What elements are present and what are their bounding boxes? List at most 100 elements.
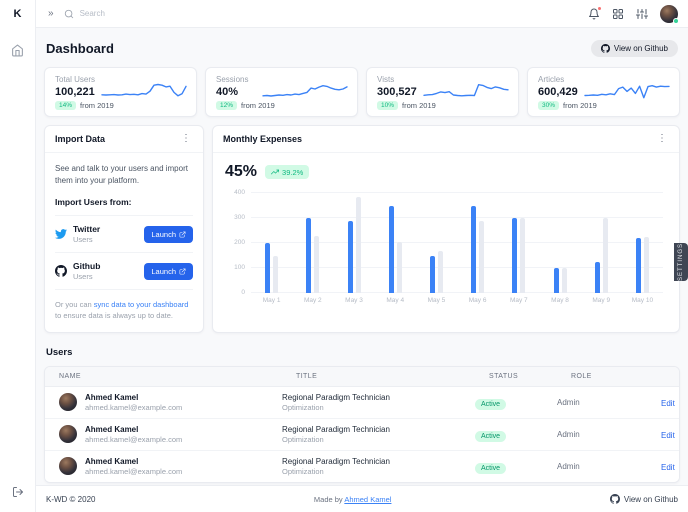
search-input[interactable] — [79, 9, 200, 18]
notifications-button[interactable] — [588, 5, 602, 20]
trending-up-icon — [271, 169, 280, 175]
import-subheading: Import Users from: — [55, 197, 132, 207]
settings-sliders-button[interactable] — [636, 8, 648, 20]
logout-button[interactable] — [6, 480, 30, 504]
edit-link[interactable]: Edit — [661, 463, 675, 472]
sidebar: K — [0, 0, 36, 512]
stat-value: 40% — [216, 86, 239, 98]
column-header-status: STATUS — [489, 372, 519, 380]
sliders-icon — [636, 8, 648, 19]
y-axis-tick: 200 — [234, 239, 245, 246]
footer-copyright: K-WD © 2020 — [46, 494, 96, 504]
status-badge: Active — [475, 399, 507, 410]
import-source-twitter: Twitter Users Launch — [55, 215, 193, 252]
sidebar-expand-button[interactable]: » — [48, 8, 54, 19]
grid-icon — [613, 8, 623, 19]
top-navbar: » — [36, 0, 688, 28]
chart-gridline: 200 — [234, 239, 663, 246]
bell-icon — [589, 8, 599, 19]
brand-logo[interactable]: K — [13, 8, 22, 20]
avatar — [59, 393, 77, 411]
stat-value: 100,221 — [55, 86, 95, 98]
launch-github-button[interactable]: Launch — [144, 262, 193, 280]
bar-expenses-secondary — [437, 250, 443, 293]
search-box — [64, 9, 580, 19]
view-on-github-button[interactable]: View on Github — [590, 40, 678, 57]
sparkline-chart — [101, 83, 187, 97]
bar-expenses-secondary — [355, 196, 361, 293]
table-row: Ahmed Kamel ahmed.kamel@example.com Regi… — [45, 418, 679, 451]
import-data-card: Import Data ⋮ See and talk to your users… — [44, 125, 204, 333]
page-title: Dashboard — [46, 41, 114, 56]
card-menu-button[interactable]: ⋮ — [657, 133, 667, 144]
stat-badge: 14% — [55, 101, 77, 110]
y-axis-tick: 400 — [234, 189, 245, 196]
stat-badge: 30% — [538, 101, 560, 110]
x-axis-label: May 2 — [303, 297, 322, 304]
users-table: NAME TITLE STATUS ROLE Ahmed Kamel ahmed… — [44, 365, 680, 483]
sidebar-item-home[interactable] — [6, 38, 30, 62]
bar-group — [622, 193, 663, 293]
bar-group — [581, 193, 622, 293]
bar-expenses-primary — [512, 218, 518, 293]
external-link-icon — [179, 231, 186, 237]
footer-credit: Made by Ahmed Kamel — [313, 494, 392, 504]
bar-expenses-secondary — [520, 218, 526, 293]
bar-expenses-primary — [306, 218, 312, 293]
table-row: Ahmed Kamel ahmed.kamel@example.com Regi… — [45, 450, 679, 482]
status-badge: Active — [475, 463, 507, 474]
stat-card-visits: Vists 300,527 10% from 2019 — [366, 67, 519, 117]
chart-gridline: 0 — [241, 289, 663, 296]
github-icon — [55, 265, 67, 277]
github-icon — [609, 494, 620, 504]
main-column: » — [36, 0, 688, 512]
page-header: Dashboard View on Github — [44, 28, 680, 67]
bar-expenses-secondary — [273, 255, 279, 293]
edit-link[interactable]: Edit — [661, 399, 675, 408]
sync-data-link[interactable]: sync data to your dashboard — [93, 300, 189, 309]
x-axis-label: May 9 — [592, 297, 611, 304]
stat-label: Vists — [377, 75, 395, 84]
column-header-name: NAME — [59, 372, 81, 380]
sparkline-chart — [584, 84, 670, 99]
settings-tab[interactable]: SETTINGS — [674, 243, 688, 281]
stat-value: 300,527 — [377, 86, 417, 98]
user-avatar[interactable] — [660, 4, 679, 24]
footer-github-link[interactable]: View on Github — [609, 494, 678, 504]
x-axis-label: May 6 — [468, 297, 487, 304]
bar-expenses-secondary — [561, 268, 567, 293]
card-menu-button[interactable]: ⋮ — [181, 133, 191, 144]
stat-badge: 12% — [216, 101, 238, 110]
chart-bars — [251, 193, 663, 293]
bar-group — [375, 193, 416, 293]
apps-button[interactable] — [612, 8, 624, 20]
home-icon — [12, 44, 23, 56]
import-description: See and talk to your users and import th… — [55, 164, 188, 185]
logout-icon — [12, 487, 23, 497]
y-axis-tick: 0 — [241, 289, 245, 296]
stat-value: 600,429 — [538, 86, 578, 98]
stat-card-sessions: Sessions 40% 12% from 2019 — [205, 67, 358, 117]
middle-row: Import Data ⋮ See and talk to your users… — [44, 125, 680, 333]
author-link[interactable]: Ahmed Kamel — [344, 494, 392, 504]
y-axis-tick: 300 — [234, 214, 245, 221]
bar-expenses-primary — [347, 220, 353, 293]
x-axis-label: May 5 — [427, 297, 446, 304]
footer: K-WD © 2020 Made by Ahmed Kamel View on … — [36, 485, 688, 512]
bar-group — [333, 193, 374, 293]
avatar — [59, 425, 77, 443]
bar-expenses-primary — [635, 238, 641, 293]
stat-label: Sessions — [216, 75, 249, 84]
bar-group — [539, 193, 580, 293]
edit-link[interactable]: Edit — [661, 431, 675, 440]
launch-twitter-button[interactable]: Launch — [144, 225, 193, 243]
bar-expenses-primary — [553, 268, 559, 293]
external-link-icon — [179, 268, 186, 274]
sparkline-chart — [262, 84, 348, 97]
stats-row: Total Users 100,221 14% from 2019 Session… — [44, 67, 680, 117]
bar-expenses-secondary — [479, 220, 485, 293]
y-axis-tick: 100 — [234, 264, 245, 271]
monthly-expenses-card: Monthly Expenses ⋮ 45% 39.2% 0 100 200 — [212, 125, 680, 333]
bar-group — [292, 193, 333, 293]
card-title: Import Data — [55, 134, 106, 144]
